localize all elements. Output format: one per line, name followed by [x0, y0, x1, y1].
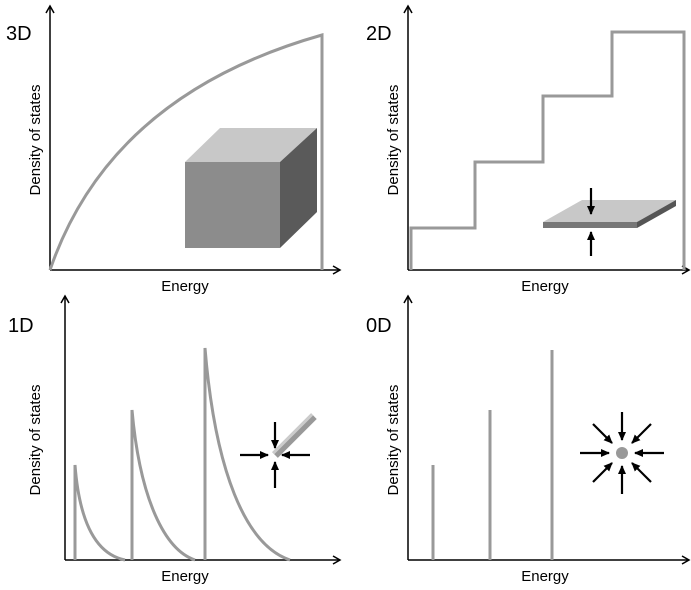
plate-top [543, 200, 676, 222]
y-label: Density of states [385, 85, 402, 196]
panel-3d: 3D Density of states Energy [6, 4, 342, 295]
dos-curve [130, 409, 196, 562]
plate-front [543, 222, 637, 228]
panel-label: 2D [366, 23, 392, 45]
plate-side [637, 200, 676, 228]
panel-label: 1D [8, 315, 34, 337]
dos-curve [73, 464, 126, 562]
dos-curve [203, 347, 291, 562]
cube-side [280, 128, 317, 248]
y-label: Density of states [385, 385, 402, 496]
arrows [580, 412, 664, 494]
dos-lines [431, 350, 554, 560]
panel-1d: 1D Density of states Energy [8, 294, 342, 585]
wire [272, 413, 317, 458]
panel-2d: 2D Density of states Energy [366, 4, 691, 295]
dos-curve [409, 30, 686, 270]
panel-0d: 0D Density of states Energy [366, 294, 691, 585]
x-label: Energy [161, 568, 209, 585]
y-label: Density of states [27, 385, 44, 496]
cube-front [185, 162, 280, 248]
dos-curve [48, 33, 324, 271]
x-label: Energy [521, 568, 569, 585]
x-label: Energy [161, 278, 209, 295]
panel-label: 0D [366, 315, 392, 337]
cube-top [185, 128, 317, 162]
y-label: Density of states [27, 85, 44, 196]
x-label: Energy [521, 278, 569, 295]
dot [616, 447, 628, 459]
panel-label: 3D [6, 23, 32, 45]
